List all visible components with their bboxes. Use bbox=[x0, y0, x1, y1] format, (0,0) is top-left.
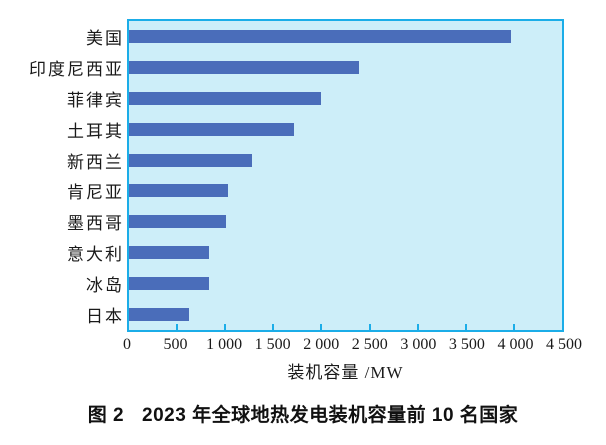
x-axis-tick-labels: 0 500 1 000 1 500 2 000 2 500 3 000 3 500 4 000 4… bbox=[123, 336, 582, 356]
plot-area bbox=[127, 19, 564, 332]
category-label-7: 意大利 bbox=[67, 245, 124, 265]
x-axis-tick-1 bbox=[176, 324, 179, 330]
x-axis-tick-label-3: 1 500 bbox=[254, 336, 291, 353]
bar-2 bbox=[129, 91, 322, 105]
category-label-3: 土耳其 bbox=[67, 121, 124, 141]
bar-9 bbox=[129, 308, 189, 322]
x-axis-tick-label-0: 0 bbox=[123, 336, 131, 353]
x-axis-tick-8 bbox=[512, 324, 515, 330]
bar-1 bbox=[129, 60, 359, 74]
category-label-5: 肯尼亚 bbox=[67, 183, 124, 203]
x-axis-tick-4 bbox=[320, 324, 323, 330]
x-axis-tick-label-5: 2 500 bbox=[351, 336, 388, 353]
x-axis-tick-label-1: 500 bbox=[163, 336, 188, 353]
x-axis-tick-label-4: 2 000 bbox=[303, 336, 340, 353]
category-label-9: 日本 bbox=[86, 307, 124, 327]
x-axis-tick-label-2: 1 000 bbox=[206, 336, 243, 353]
bar-0 bbox=[129, 29, 511, 43]
figure-caption-label: 图 2 bbox=[87, 405, 125, 426]
category-label-4: 新西兰 bbox=[67, 152, 124, 172]
x-axis-tick-6 bbox=[416, 324, 419, 330]
x-axis-tick-label-7: 3 500 bbox=[448, 336, 485, 353]
x-axis-tick-3 bbox=[272, 324, 275, 330]
figure-caption-text: 2023 年全球地热发电装机容量前 10 名国家 bbox=[142, 405, 519, 426]
x-axis-tick-label-6: 3 000 bbox=[400, 336, 437, 353]
x-axis-tick-5 bbox=[368, 324, 371, 330]
x-axis-tick-label-9: 4 500 bbox=[546, 336, 582, 353]
x-axis-tick-7 bbox=[464, 324, 467, 330]
bar-4 bbox=[129, 153, 252, 167]
category-label-6: 墨西哥 bbox=[67, 214, 124, 234]
x-axis-tick-label-8: 4 000 bbox=[497, 336, 534, 353]
x-axis-title: 装机容量 /MW bbox=[287, 363, 404, 382]
bar-3 bbox=[129, 122, 295, 136]
x-axis-tick-2 bbox=[224, 324, 227, 330]
bar-7 bbox=[129, 246, 209, 260]
category-label-1: 印度尼西亚 bbox=[29, 59, 124, 79]
category-label-0: 美国 bbox=[86, 28, 124, 48]
category-label-8: 冰岛 bbox=[86, 276, 124, 296]
bar-5 bbox=[129, 184, 229, 198]
y-axis-labels: 美国印度尼西亚菲律宾土耳其新西兰肯尼亚墨西哥意大利冰岛日本 bbox=[0, 21, 124, 330]
category-label-2: 菲律宾 bbox=[67, 90, 124, 110]
bar-6 bbox=[129, 215, 227, 229]
bar-8 bbox=[129, 277, 209, 291]
figure-caption: 图 2 2023 年全球地热发电装机容量前 10 名国家 bbox=[0, 400, 606, 427]
